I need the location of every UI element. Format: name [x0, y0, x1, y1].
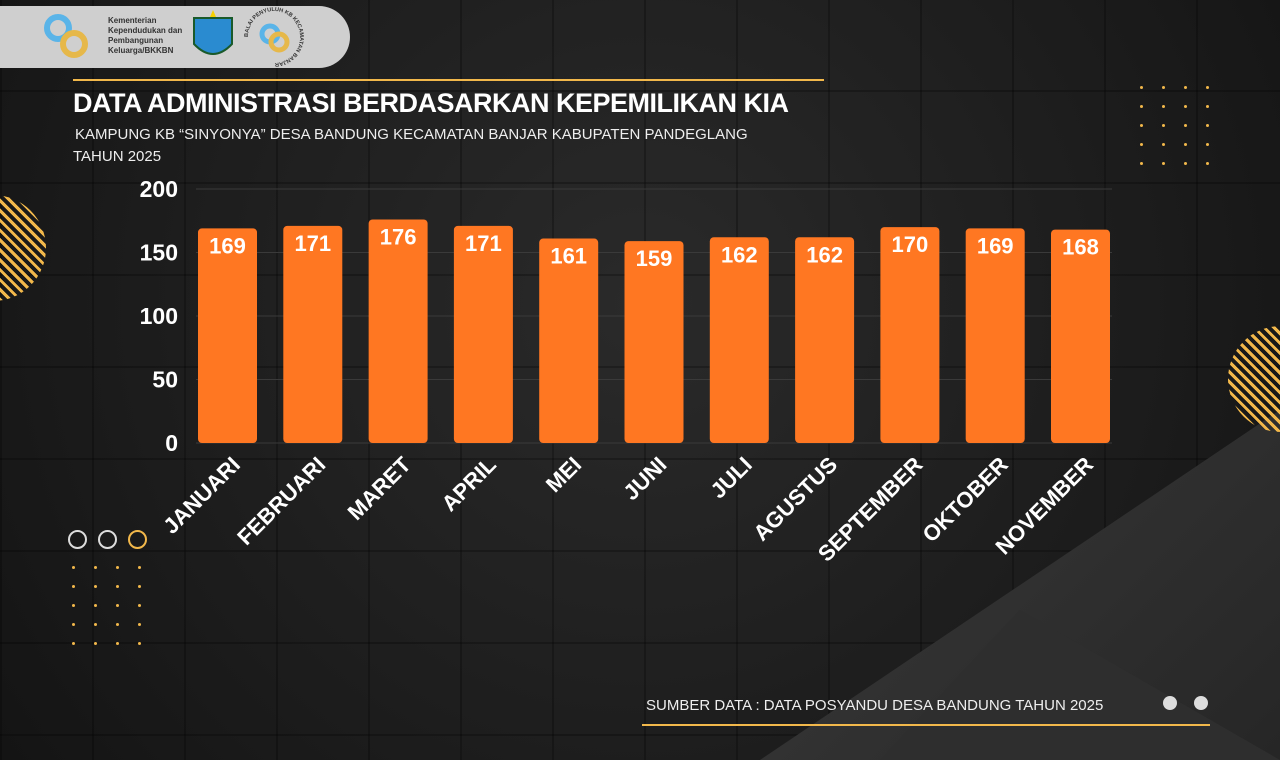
- data-label: 162: [806, 242, 843, 267]
- data-label: 169: [977, 233, 1014, 258]
- title-rule: [73, 79, 824, 81]
- regency-emblem: [193, 10, 233, 55]
- data-label: 162: [721, 242, 758, 267]
- source-note: SUMBER DATA : DATA POSYANDU DESA BANDUNG…: [646, 697, 1104, 714]
- x-tick-label: APRIL: [437, 452, 501, 516]
- data-label: 169: [209, 233, 246, 258]
- bar-juli: [709, 237, 769, 443]
- decor-dots: [72, 566, 144, 645]
- x-tick-label: JANUARI: [158, 452, 245, 539]
- data-label: 170: [892, 232, 929, 257]
- subtitle: KAMPUNG KB “SINYONYA” DESA BANDUNG KECAM…: [73, 124, 748, 168]
- subtitle-line2: TAHUN 2025: [73, 148, 162, 165]
- data-label: 168: [1062, 235, 1099, 260]
- source-rule: [642, 724, 1210, 726]
- decor-dot: [1163, 696, 1177, 710]
- bar-september: [880, 227, 940, 443]
- subtitle-line1: KAMPUNG KB “SINYONYA” DESA BANDUNG KECAM…: [75, 126, 748, 143]
- bar-november: [1051, 229, 1110, 443]
- bar-agustus: [795, 237, 855, 443]
- data-label: 171: [294, 231, 331, 256]
- x-tick-label: JUNI: [618, 452, 671, 505]
- decor-circle: [98, 530, 117, 549]
- data-label: 176: [380, 224, 417, 249]
- data-label: 161: [550, 244, 587, 269]
- bar-februari: [283, 225, 343, 443]
- bar-oktober: [965, 228, 1025, 443]
- decor-circle: [68, 530, 87, 549]
- y-tick-label: 150: [140, 240, 178, 266]
- data-label: 159: [636, 246, 673, 271]
- decor-dots: [1140, 86, 1212, 165]
- bar-maret: [368, 219, 428, 443]
- logo-banner: Kementerian Kependudukan dan Pembangunan…: [0, 6, 350, 68]
- y-tick-label: 100: [140, 303, 178, 329]
- y-tick-label: 200: [140, 176, 178, 202]
- bar-januari: [198, 228, 257, 443]
- x-tick-label: MEI: [541, 452, 586, 497]
- y-tick-label: 0: [165, 430, 178, 456]
- bar-april: [453, 225, 513, 443]
- x-tick-label: FEBRUARI: [232, 452, 330, 550]
- data-label: 171: [465, 231, 502, 256]
- x-tick-label: MARET: [343, 451, 416, 524]
- decor-circle: [128, 530, 147, 549]
- page-title: DATA ADMINISTRASI BERDASARKAN KEPEMILIKA…: [73, 88, 789, 118]
- bkkbn-logo: [44, 14, 88, 58]
- x-tick-label: AGUSTUS: [748, 452, 842, 546]
- y-tick-label: 50: [152, 367, 178, 393]
- org-name: Kementerian Kependudukan dan Pembangunan…: [108, 16, 183, 55]
- bar-juni: [624, 241, 684, 443]
- bar-mei: [539, 238, 599, 443]
- x-tick-label: JULI: [705, 452, 756, 503]
- decor-dot: [1194, 696, 1208, 710]
- balai-penyuluh-logo: BALAI PENYULUH KB KECAMATAN BANJAR: [244, 7, 304, 67]
